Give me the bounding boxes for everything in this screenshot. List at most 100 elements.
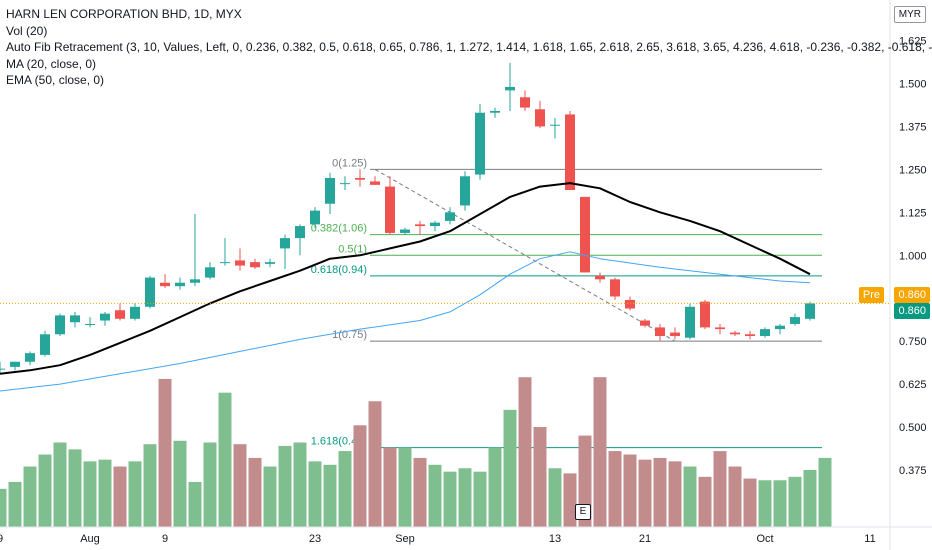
fib-level-label: 0.5(1) — [338, 243, 367, 255]
volume-bar — [143, 444, 157, 527]
fib-level-label: 0.618(0.94) — [311, 264, 367, 276]
candle-body — [475, 112, 485, 175]
volume-bar — [653, 457, 667, 527]
volume-bar — [503, 409, 517, 527]
candle-body — [550, 124, 560, 126]
y-tick-label: 1.125 — [899, 207, 927, 219]
candle-body — [805, 303, 815, 319]
x-tick-label: 21 — [639, 533, 651, 545]
fib-level-label: 0(1.25) — [332, 157, 367, 169]
fib-level-label: 0.382(1.06) — [311, 223, 367, 235]
fib-trend-line — [374, 168, 676, 342]
candle-body — [640, 320, 650, 326]
volume-bar — [128, 461, 142, 527]
earnings-icon[interactable]: E — [575, 504, 591, 520]
volume-bar — [608, 451, 622, 527]
candle-body — [160, 282, 170, 287]
volume-bar — [368, 401, 382, 527]
x-tick-label: 23 — [309, 533, 321, 545]
x-tick-label: 9 — [162, 533, 168, 545]
volume-bar — [713, 451, 727, 527]
candle-body — [25, 353, 35, 362]
candle-body — [340, 183, 350, 185]
symbol-title[interactable]: HARN LEN CORPORATION BHD, 1D, MYX — [6, 7, 242, 21]
candle-body — [265, 262, 275, 264]
pre-market-label: Pre — [858, 287, 884, 304]
x-tick-label: 13 — [549, 533, 561, 545]
candle-body — [325, 177, 335, 204]
volume-bar — [623, 454, 637, 527]
indicator-auto-fib[interactable]: Auto Fib Retracement (3, 10, Values, Lef… — [6, 40, 932, 55]
volume-bar — [263, 466, 277, 527]
indicator-ma[interactable]: MA (20, close, 0) — [6, 56, 97, 71]
volume-bar — [458, 468, 472, 527]
y-tick-label: 1.625 — [899, 36, 927, 48]
candle-body — [235, 260, 245, 266]
candle-body — [460, 176, 470, 206]
candle-body — [85, 323, 95, 325]
candle-body — [10, 361, 20, 367]
volume-bar — [548, 468, 562, 527]
candle-body — [220, 262, 230, 264]
ma-20-line — [0, 182, 811, 375]
volume-bar — [443, 471, 457, 527]
volume-bar — [803, 469, 817, 527]
candle-body — [565, 114, 575, 191]
volume-bar — [788, 476, 802, 527]
volume-bar — [278, 445, 292, 527]
y-tick-label: 0.750 — [899, 336, 927, 348]
candle-body — [445, 212, 455, 221]
indicator-ema[interactable]: EMA (50, close, 0) — [6, 73, 105, 88]
volume-bar — [248, 457, 262, 527]
candle-body — [115, 310, 125, 319]
volume-bar — [413, 457, 427, 527]
y-tick-label: 1.250 — [899, 164, 927, 176]
volume-bars — [0, 377, 832, 527]
volume-bar — [518, 377, 532, 527]
volume-bar — [38, 454, 52, 527]
candle-body — [370, 181, 380, 185]
volume-bar — [353, 425, 367, 527]
x-tick-label: 9 — [0, 533, 3, 545]
volume-bar — [233, 444, 247, 527]
candle-body — [280, 238, 290, 249]
candle-body — [610, 279, 620, 297]
candle-body — [310, 210, 320, 225]
x-tick-label: Sep — [395, 533, 415, 545]
candle-body — [700, 301, 710, 328]
volume-bar — [698, 476, 712, 527]
x-tick-label: 11 — [864, 533, 875, 545]
candle-body — [715, 327, 725, 330]
candle-body — [100, 313, 110, 321]
candle-body — [70, 315, 80, 323]
volume-bar — [398, 447, 412, 527]
candle-body — [625, 299, 635, 309]
volume-bar — [0, 488, 7, 527]
candle-body — [250, 262, 260, 268]
volume-bar — [158, 378, 172, 527]
volume-bar — [203, 442, 217, 527]
y-tick-label: 1.375 — [899, 121, 927, 133]
currency-button[interactable]: MYR — [893, 6, 926, 23]
y-tick-label: 0.375 — [899, 465, 927, 477]
last-price-tag: 0.860 — [894, 303, 930, 320]
volume-bar — [818, 457, 832, 527]
volume-bar — [593, 377, 607, 527]
volume-bar — [533, 427, 547, 527]
volume-bar — [23, 466, 37, 527]
candle-body — [295, 226, 305, 239]
candle-body — [775, 325, 785, 330]
candle-body — [0, 368, 5, 370]
candle-body — [55, 315, 65, 335]
candle-body — [535, 109, 545, 127]
candle-body — [520, 97, 530, 108]
volume-bar — [563, 473, 577, 527]
volume-bar — [773, 480, 787, 527]
volume-bar — [98, 459, 112, 527]
volume-bar — [293, 442, 307, 527]
volume-bar — [83, 461, 97, 527]
volume-bar — [218, 392, 232, 527]
y-tick-label: 1.500 — [899, 79, 927, 91]
indicator-volume[interactable]: Vol (20) — [6, 23, 48, 38]
